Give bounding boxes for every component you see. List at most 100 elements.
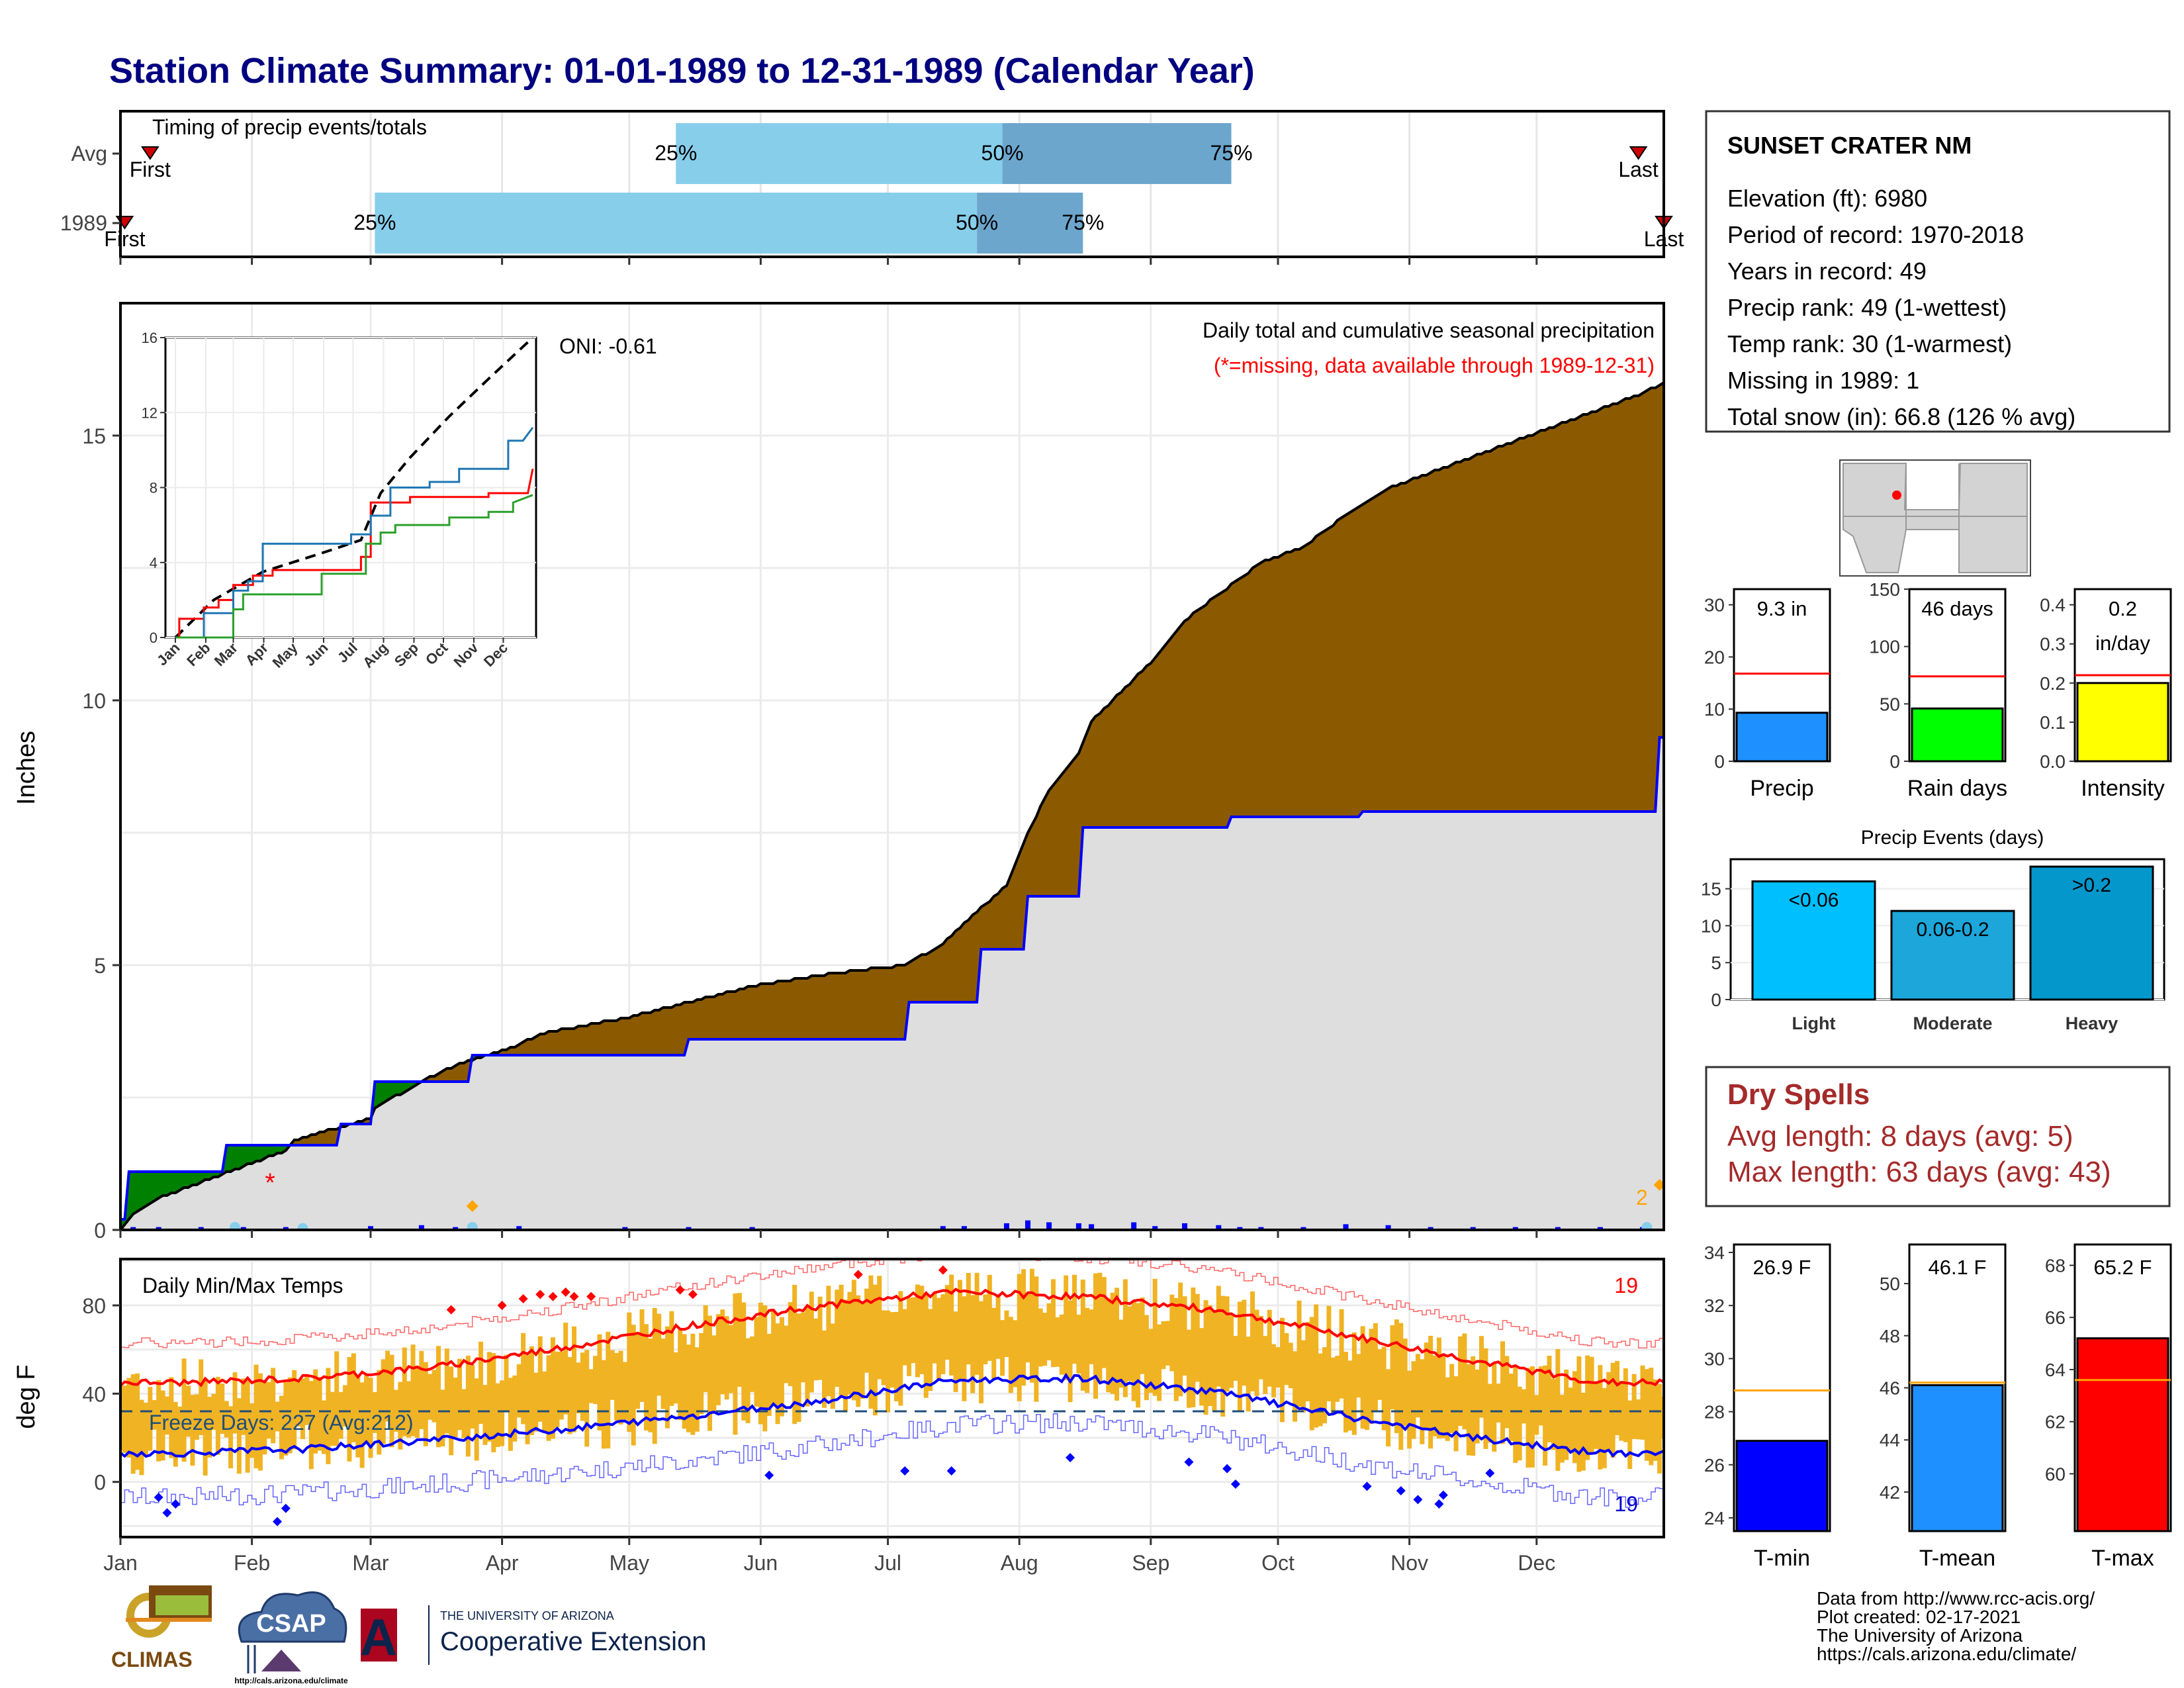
record-low-marker xyxy=(1396,1486,1406,1495)
daily-temp-bar xyxy=(181,1358,187,1462)
daily-temp-bar xyxy=(1615,1360,1620,1436)
daily-temp-bar xyxy=(1386,1369,1391,1446)
daily-temp-bar xyxy=(678,1329,683,1421)
month-label: Jun xyxy=(744,1551,778,1575)
daily-temp-bar xyxy=(1428,1336,1433,1449)
daily-temp-bar xyxy=(1585,1355,1590,1460)
daily-temp-bar xyxy=(1453,1376,1459,1452)
mini-bar-axis-label: Rain days xyxy=(1907,776,2007,801)
daily-temp-bar xyxy=(1508,1374,1514,1441)
daily-temp-bar xyxy=(733,1293,738,1435)
daily-temp-bar xyxy=(461,1389,467,1438)
snow-event-marker xyxy=(1653,1179,1664,1191)
temp-bar-tick-label: 24 xyxy=(1704,1508,1725,1528)
daily-temp-bar xyxy=(1140,1297,1145,1374)
daily-temp-bar xyxy=(1127,1306,1132,1382)
temp-bar-value-label: 26.9 F xyxy=(1753,1256,1811,1279)
record-low-marker xyxy=(1184,1457,1194,1467)
daily-precip-bar xyxy=(1385,1225,1391,1230)
daily-temp-bar xyxy=(491,1353,496,1452)
daily-temp-bar xyxy=(500,1380,505,1446)
daily-precip-bar xyxy=(453,1227,459,1230)
daily-temp-bar xyxy=(669,1311,674,1406)
daily-temp-bar xyxy=(1402,1338,1408,1427)
daily-temp-bar xyxy=(1589,1356,1594,1454)
normal-max-line xyxy=(120,1288,1664,1387)
daily-temp-bar xyxy=(779,1317,784,1417)
daily-temp-bar xyxy=(762,1305,768,1432)
temp-ylabel: deg F xyxy=(13,1364,40,1429)
daily-temp-bar xyxy=(453,1378,458,1438)
daily-temp-bar xyxy=(686,1344,691,1432)
daily-temp-bar xyxy=(1071,1274,1077,1364)
dry-avg-length: Avg length: 8 days (avg: 5) xyxy=(1727,1120,2073,1152)
daily-temp-bar xyxy=(542,1371,547,1433)
daily-temp-bar xyxy=(813,1318,819,1381)
temp-bar-axis-label: T-max xyxy=(2091,1546,2154,1571)
record-low-marker xyxy=(1485,1468,1495,1478)
daily-temp-bar xyxy=(1182,1296,1187,1376)
daily-temp-bar xyxy=(1199,1328,1205,1406)
events-title: Precip Events (days) xyxy=(1861,827,2044,849)
daily-temp-bar xyxy=(949,1274,954,1376)
daily-temp-bar xyxy=(559,1351,564,1420)
events-bar-label: >0.2 xyxy=(2072,874,2111,896)
daily-precip-bar xyxy=(418,1225,424,1230)
footer-line: Plot created: 02-17-2021 xyxy=(1817,1607,2021,1627)
daily-temp-bar xyxy=(313,1369,318,1454)
precip-ylabel: Inches xyxy=(13,731,40,805)
footer-credits: Data from http://www.rcc-acis.org/ Plot … xyxy=(1817,1588,2095,1664)
mini-bar-value xyxy=(1735,712,1829,763)
daily-temp-bar xyxy=(1580,1392,1586,1471)
daily-temp-bar xyxy=(1610,1362,1615,1458)
daily-temp-bar xyxy=(1233,1336,1238,1381)
daily-temp-bar xyxy=(296,1380,301,1427)
daily-temp-bar xyxy=(1207,1305,1212,1406)
footer-line: https://cals.arizona.edu/climate/ xyxy=(1817,1644,2076,1664)
daily-temp-bar xyxy=(1068,1300,1073,1403)
daily-temp-bar xyxy=(788,1302,793,1386)
daily-temp-bar xyxy=(593,1356,598,1405)
daily-temp-bar xyxy=(1284,1333,1289,1385)
daily-precip-bar xyxy=(130,1227,136,1230)
daily-temp-bar xyxy=(381,1359,386,1444)
daily-temp-bar xyxy=(1479,1336,1484,1418)
daily-temp-bar xyxy=(1059,1314,1064,1375)
timing-quantile-label: 25% xyxy=(353,211,396,234)
daily-temp-bar xyxy=(508,1378,513,1451)
daily-precip-bar xyxy=(1216,1225,1222,1230)
daily-temp-bar xyxy=(974,1272,979,1375)
daily-temp-bar xyxy=(1627,1400,1633,1470)
daily-temp-bar xyxy=(860,1301,865,1399)
mini-bar-tick-label: 30 xyxy=(1704,595,1725,616)
daily-temp-bar xyxy=(1390,1325,1395,1410)
daily-temp-bar xyxy=(444,1348,449,1434)
daily-temp-bar xyxy=(385,1350,390,1422)
precip-panel: 0 5 10 15 Inches Daily total and cumulative… xyxy=(13,302,1665,1243)
daily-temp-bar xyxy=(512,1375,518,1442)
inset-series-2019 xyxy=(175,427,534,639)
daily-temp-bar xyxy=(597,1334,602,1430)
temp-bar-tick-label: 28 xyxy=(1704,1402,1725,1423)
daily-temp-bar xyxy=(830,1323,835,1409)
record-min-line xyxy=(120,1413,1664,1508)
snow-marker xyxy=(1641,1222,1653,1230)
daily-temp-bar xyxy=(1178,1282,1183,1397)
daily-temp-bar xyxy=(122,1385,127,1453)
daily-temp-bar xyxy=(868,1275,874,1409)
daily-temp-bar xyxy=(1593,1382,1598,1449)
station-line: Elevation (ft): 6980 xyxy=(1727,185,1927,212)
daily-temp-bar xyxy=(1314,1304,1319,1428)
daily-temp-bar xyxy=(915,1284,920,1378)
snow-marker xyxy=(297,1223,308,1230)
temp-bar-tick-label: 42 xyxy=(1880,1482,1900,1503)
daily-temp-bar xyxy=(257,1373,263,1471)
daily-temp-bar xyxy=(720,1309,725,1395)
daily-temp-bar xyxy=(1305,1322,1310,1402)
daily-temp-bar xyxy=(152,1400,157,1430)
daily-temp-bar xyxy=(1122,1279,1128,1397)
daily-temp-bar xyxy=(1195,1293,1200,1382)
daily-temp-bar xyxy=(1644,1369,1649,1461)
daily-temp-bar xyxy=(550,1337,555,1439)
record-high-marker xyxy=(535,1289,545,1299)
